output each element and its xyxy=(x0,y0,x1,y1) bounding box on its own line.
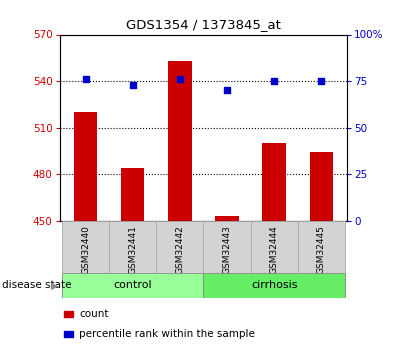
Point xyxy=(271,78,277,84)
Point xyxy=(82,77,89,82)
Bar xyxy=(309,152,333,221)
Bar xyxy=(62,221,109,273)
Text: GSM32441: GSM32441 xyxy=(128,225,137,274)
Bar xyxy=(109,221,156,273)
Bar xyxy=(74,112,97,221)
Bar xyxy=(156,221,203,273)
Point xyxy=(318,78,325,84)
Text: control: control xyxy=(113,280,152,290)
Text: GSM32443: GSM32443 xyxy=(222,225,231,274)
Text: GSM32444: GSM32444 xyxy=(270,225,279,274)
Bar xyxy=(203,273,345,298)
Bar xyxy=(298,221,345,273)
Bar xyxy=(215,216,239,221)
Text: cirrhosis: cirrhosis xyxy=(251,280,298,290)
Bar xyxy=(251,221,298,273)
Text: GSM32445: GSM32445 xyxy=(317,225,326,274)
Text: GSM32442: GSM32442 xyxy=(175,225,185,274)
Point xyxy=(177,77,183,82)
Point xyxy=(129,82,136,88)
Text: disease state: disease state xyxy=(2,280,72,290)
Text: count: count xyxy=(79,309,109,319)
Bar xyxy=(168,61,192,221)
Text: GSM32440: GSM32440 xyxy=(81,225,90,274)
Point xyxy=(224,88,230,93)
Bar xyxy=(262,143,286,221)
Text: ▶: ▶ xyxy=(51,280,58,290)
Bar xyxy=(62,273,203,298)
Bar xyxy=(121,168,145,221)
Title: GDS1354 / 1373845_at: GDS1354 / 1373845_at xyxy=(126,18,281,31)
Text: percentile rank within the sample: percentile rank within the sample xyxy=(79,329,255,338)
Bar xyxy=(203,221,251,273)
